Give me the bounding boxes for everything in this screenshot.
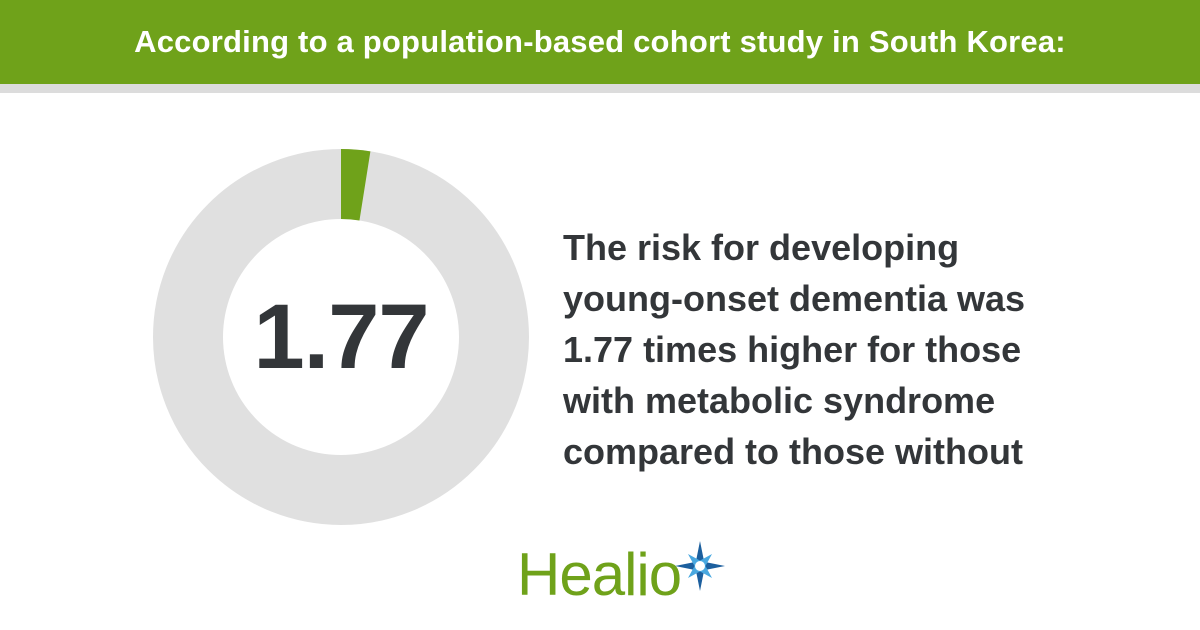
header-title: According to a population-based cohort s…: [134, 24, 1066, 59]
logo-wordmark: Healio: [517, 541, 682, 608]
statement-line: 1.77 times higher for those: [563, 329, 1022, 370]
header-bar: According to a population-based cohort s…: [0, 0, 1200, 84]
donut-chart: [153, 149, 529, 525]
risk-statement: The risk for developing young-onset deme…: [563, 222, 1123, 477]
healio-logo: Healio: [517, 540, 727, 610]
statement-line: young-onset dementia was: [563, 278, 1026, 319]
star-burst-icon: [675, 541, 725, 591]
statement-line: with metabolic syndrome: [563, 380, 996, 421]
stat-donut: 1.77: [153, 149, 529, 525]
stat-value: 1.77: [253, 285, 429, 388]
header-divider: [0, 84, 1200, 93]
star-center: [695, 561, 705, 571]
donut-fill-segment: [341, 149, 371, 221]
statement-line: compared to those without: [563, 431, 1024, 472]
statement-line: The risk for developing: [563, 227, 960, 268]
